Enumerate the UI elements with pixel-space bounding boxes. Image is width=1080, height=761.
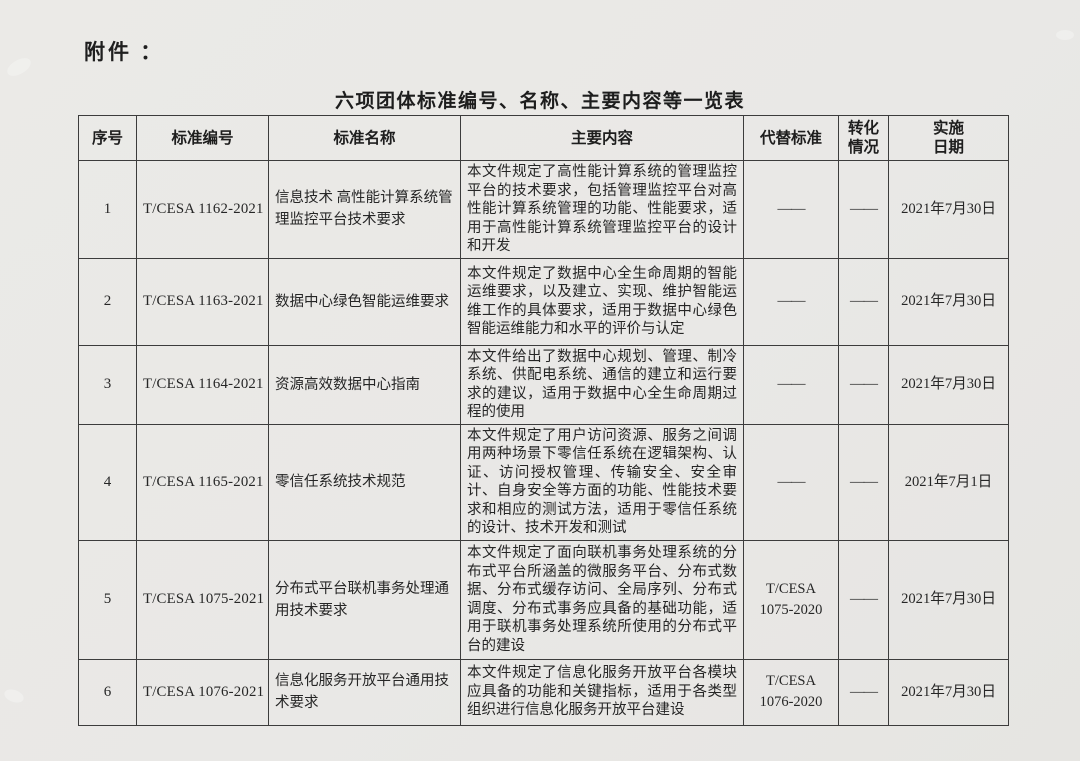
standard-content: 本文件规定了高性能计算系统的管理监控平台的技术要求，包括管理监控平台对高性能计算…: [460, 160, 744, 259]
standard-code: T/CESA 1164-2021: [136, 344, 269, 425]
row-no: 6: [78, 658, 137, 726]
standard-name: 数据中心绿色智能运维要求: [268, 257, 461, 346]
standard-name: 资源高效数据中心指南: [268, 344, 461, 425]
standard-code: T/CESA 1163-2021: [136, 257, 269, 346]
standard-name: 分布式平台联机事务处理通用技术要求: [268, 539, 461, 660]
standard-content: 本文件规定了用户访问资源、服务之间调用两种场景下零信任系统在逻辑架构、认证、访问…: [460, 423, 744, 541]
implementation-date: 2021年7月30日: [888, 658, 1009, 726]
table-row: 2 T/CESA 1163-2021 数据中心绿色智能运维要求 本文件规定了数据…: [78, 257, 1009, 346]
column-header-conversion: 转化 情况: [838, 115, 889, 161]
conversion-status: ——: [838, 160, 889, 259]
table-row: 1 T/CESA 1162-2021 信息技术 高性能计算系统管理监控平台技术要…: [78, 160, 1009, 259]
table-row: 4 T/CESA 1165-2021 零信任系统技术规范 本文件规定了用户访问资…: [78, 423, 1009, 541]
conversion-status: ——: [838, 539, 889, 660]
scan-smudge: [1056, 30, 1074, 40]
implementation-date: 2021年7月30日: [888, 344, 1009, 425]
standard-code: T/CESA 1076-2021: [136, 658, 269, 726]
implementation-date: 2021年7月30日: [888, 160, 1009, 259]
table-header-row: 序号 标准编号 标准名称 主要内容 代替标准 转化 情况 实施 日期: [78, 115, 1009, 161]
column-header-content: 主要内容: [460, 115, 744, 161]
conversion-status: ——: [838, 344, 889, 425]
row-no: 4: [78, 423, 137, 541]
standard-code: T/CESA 1165-2021: [136, 423, 269, 541]
standard-content: 本文件给出了数据中心规划、管理、制冷系统、供配电系统、通信的建立和运行要求的建议…: [460, 344, 744, 425]
row-no: 2: [78, 257, 137, 346]
table-row: 3 T/CESA 1164-2021 资源高效数据中心指南 本文件给出了数据中心…: [78, 344, 1009, 425]
standard-code: T/CESA 1162-2021: [136, 160, 269, 259]
standard-content: 本文件规定了数据中心全生命周期的智能运维要求，以及建立、实现、维护智能运维工作的…: [460, 257, 744, 346]
replaced-standard: ——: [743, 423, 839, 541]
standard-content: 本文件规定了面向联机事务处理系统的分布式平台所涵盖的微服务平台、分布式数据、分布…: [460, 539, 744, 660]
table-row: 5 T/CESA 1075-2021 分布式平台联机事务处理通用技术要求 本文件…: [78, 539, 1009, 660]
row-no: 3: [78, 344, 137, 425]
standard-code: T/CESA 1075-2021: [136, 539, 269, 660]
implementation-date: 2021年7月30日: [888, 539, 1009, 660]
standard-name: 信息化服务开放平台通用技术要求: [268, 658, 461, 726]
implementation-date: 2021年7月1日: [888, 423, 1009, 541]
scan-smudge: [2, 686, 26, 706]
conversion-status: ——: [838, 423, 889, 541]
implementation-date: 2021年7月30日: [888, 257, 1009, 346]
column-header-no: 序号: [78, 115, 137, 161]
replaced-standard: T/CESA 1076-2020: [743, 658, 839, 726]
attachment-label: 附件 ：: [84, 40, 165, 64]
conversion-status: ——: [838, 257, 889, 346]
standard-name: 零信任系统技术规范: [268, 423, 461, 541]
row-no: 1: [78, 160, 137, 259]
column-header-replaced: 代替标准: [743, 115, 839, 161]
column-header-code: 标准编号: [136, 115, 269, 161]
replaced-standard: ——: [743, 344, 839, 425]
column-header-name: 标准名称: [268, 115, 461, 161]
standard-content: 本文件规定了信息化服务开放平台各模块应具备的功能和关键指标，适用于各类型组织进行…: [460, 658, 744, 726]
table-row: 6 T/CESA 1076-2021 信息化服务开放平台通用技术要求 本文件规定…: [78, 658, 1009, 726]
replaced-standard: ——: [743, 257, 839, 346]
column-header-date: 实施 日期: [888, 115, 1009, 161]
standard-name: 信息技术 高性能计算系统管理监控平台技术要求: [268, 160, 461, 259]
scan-smudge: [4, 54, 34, 80]
replaced-standard: T/CESA 1075-2020: [743, 539, 839, 660]
conversion-status: ——: [838, 658, 889, 726]
standards-table: 序号 标准编号 标准名称 主要内容 代替标准 转化 情况 实施 日期 1 T/C…: [78, 115, 1009, 726]
page-title: 六项团体标准编号、名称、主要内容等一览表: [334, 91, 745, 112]
replaced-standard: ——: [743, 160, 839, 259]
row-no: 5: [78, 539, 137, 660]
